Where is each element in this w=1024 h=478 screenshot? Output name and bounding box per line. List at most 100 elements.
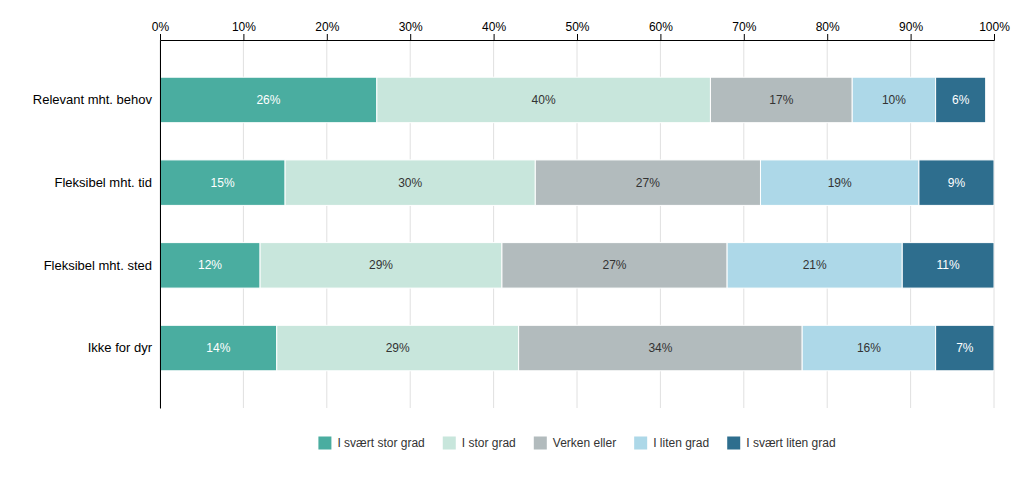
series [902,77,994,371]
tick: 40% [482,20,506,40]
bar [902,243,994,288]
bar [502,243,727,288]
tick-label: 60% [649,20,673,34]
legend-item: I liten grad [634,436,709,450]
legend-label: Verken eller [553,436,616,450]
tick-label: 30% [399,20,423,34]
tick-label: 0% [152,20,170,34]
legend-swatch [318,437,331,450]
tick-mark [160,34,161,40]
tick: Ikke for dyr [88,340,153,355]
data-label: 40% [532,93,556,107]
tick: 100% [979,20,1010,40]
data-label: 26% [256,93,280,107]
tick-label: 40% [482,20,506,34]
bar [802,325,935,370]
tick: 20% [315,20,339,40]
bar [285,160,535,205]
tick: 30% [399,20,423,40]
legend-item: I stor grad [443,436,516,450]
tick-mark [660,34,661,40]
data-labels: 26%15%12%14%40%30%29%29%17%27%27%34%10%1… [198,93,974,355]
tick: 0% [152,20,170,40]
tick-label: 90% [899,20,923,34]
tick-label: 10% [232,20,256,34]
tick: 50% [565,20,589,40]
legend-item: I svært stor grad [318,436,424,450]
legend-item: I svært liten grad [727,436,835,450]
legend-swatch [443,437,456,450]
bar [160,160,285,205]
tick: 80% [816,20,840,40]
bar [936,77,986,122]
tick-label: 20% [315,20,339,34]
bar [936,325,994,370]
tick-label: Fleksibel mht. sted [44,258,152,273]
tick-mark [827,34,828,40]
data-label: 14% [206,341,230,355]
legend-swatch [727,437,740,450]
bar [377,77,711,122]
data-label: 29% [386,341,410,355]
bar [919,160,994,205]
data-label: 27% [636,176,660,190]
axis-line [161,34,995,41]
grid-line [160,40,161,408]
legend-label: I svært stor grad [337,436,424,450]
data-label: 30% [398,176,422,190]
bar [727,243,902,288]
data-label: 7% [956,341,974,355]
plot: 26%15%12%14%40%30%29%29%17%27%27%34%10%1… [33,20,1010,409]
series [502,77,852,371]
axis-line [160,41,161,409]
tick-mark [994,34,995,40]
tick: 10% [232,20,256,40]
bar [160,243,260,288]
bar [160,325,277,370]
tick: Fleksibel mht. tid [54,175,152,190]
data-label: 27% [603,258,627,272]
tick: 60% [649,20,673,40]
chart: 26%15%12%14%40%30%29%29%17%27%27%34%10%1… [0,0,1024,478]
bar [710,77,852,122]
tick-label: Relevant mht. behov [33,92,153,107]
tick: Relevant mht. behov [33,92,153,107]
bar [760,160,918,205]
tick: Fleksibel mht. sted [44,258,152,273]
bar [277,325,519,370]
data-label: 17% [769,93,793,107]
data-label: 29% [369,258,393,272]
legend-label: I liten grad [653,436,709,450]
tick-mark [744,34,745,40]
legend: I svært stor grad I stor grad Verken eller… [318,436,835,450]
x-axis: 0% 10% 20% 30% 40% 50% 60% 70% 80% 90% 100% [152,20,1010,41]
legend-label: I stor grad [462,436,516,450]
data-label: 10% [882,93,906,107]
data-label: 19% [828,176,852,190]
tick-mark [327,34,328,40]
tick-label: 70% [732,20,756,34]
bar [160,77,377,122]
tick: 90% [899,20,923,40]
tick-mark [577,34,578,40]
bar [852,77,935,122]
tick-mark [494,34,495,40]
data-label: 21% [803,258,827,272]
tick: 70% [732,20,756,40]
tick-mark [911,34,912,40]
tick-mark [410,34,411,40]
data-label: 15% [211,176,235,190]
bars [160,77,994,371]
legend-item: Verken eller [534,436,616,450]
data-label: 9% [948,176,966,190]
data-label: 16% [857,341,881,355]
legend-swatch [634,437,647,450]
grid [160,40,994,408]
data-label: 12% [198,258,222,272]
tick-label: 80% [816,20,840,34]
bar [535,160,760,205]
bar [519,325,803,370]
tick-mark [243,34,244,40]
y-axis: Relevant mht. behov Fleksibel mht. tid Fle… [33,41,161,409]
tick-label: Ikke for dyr [88,340,153,355]
